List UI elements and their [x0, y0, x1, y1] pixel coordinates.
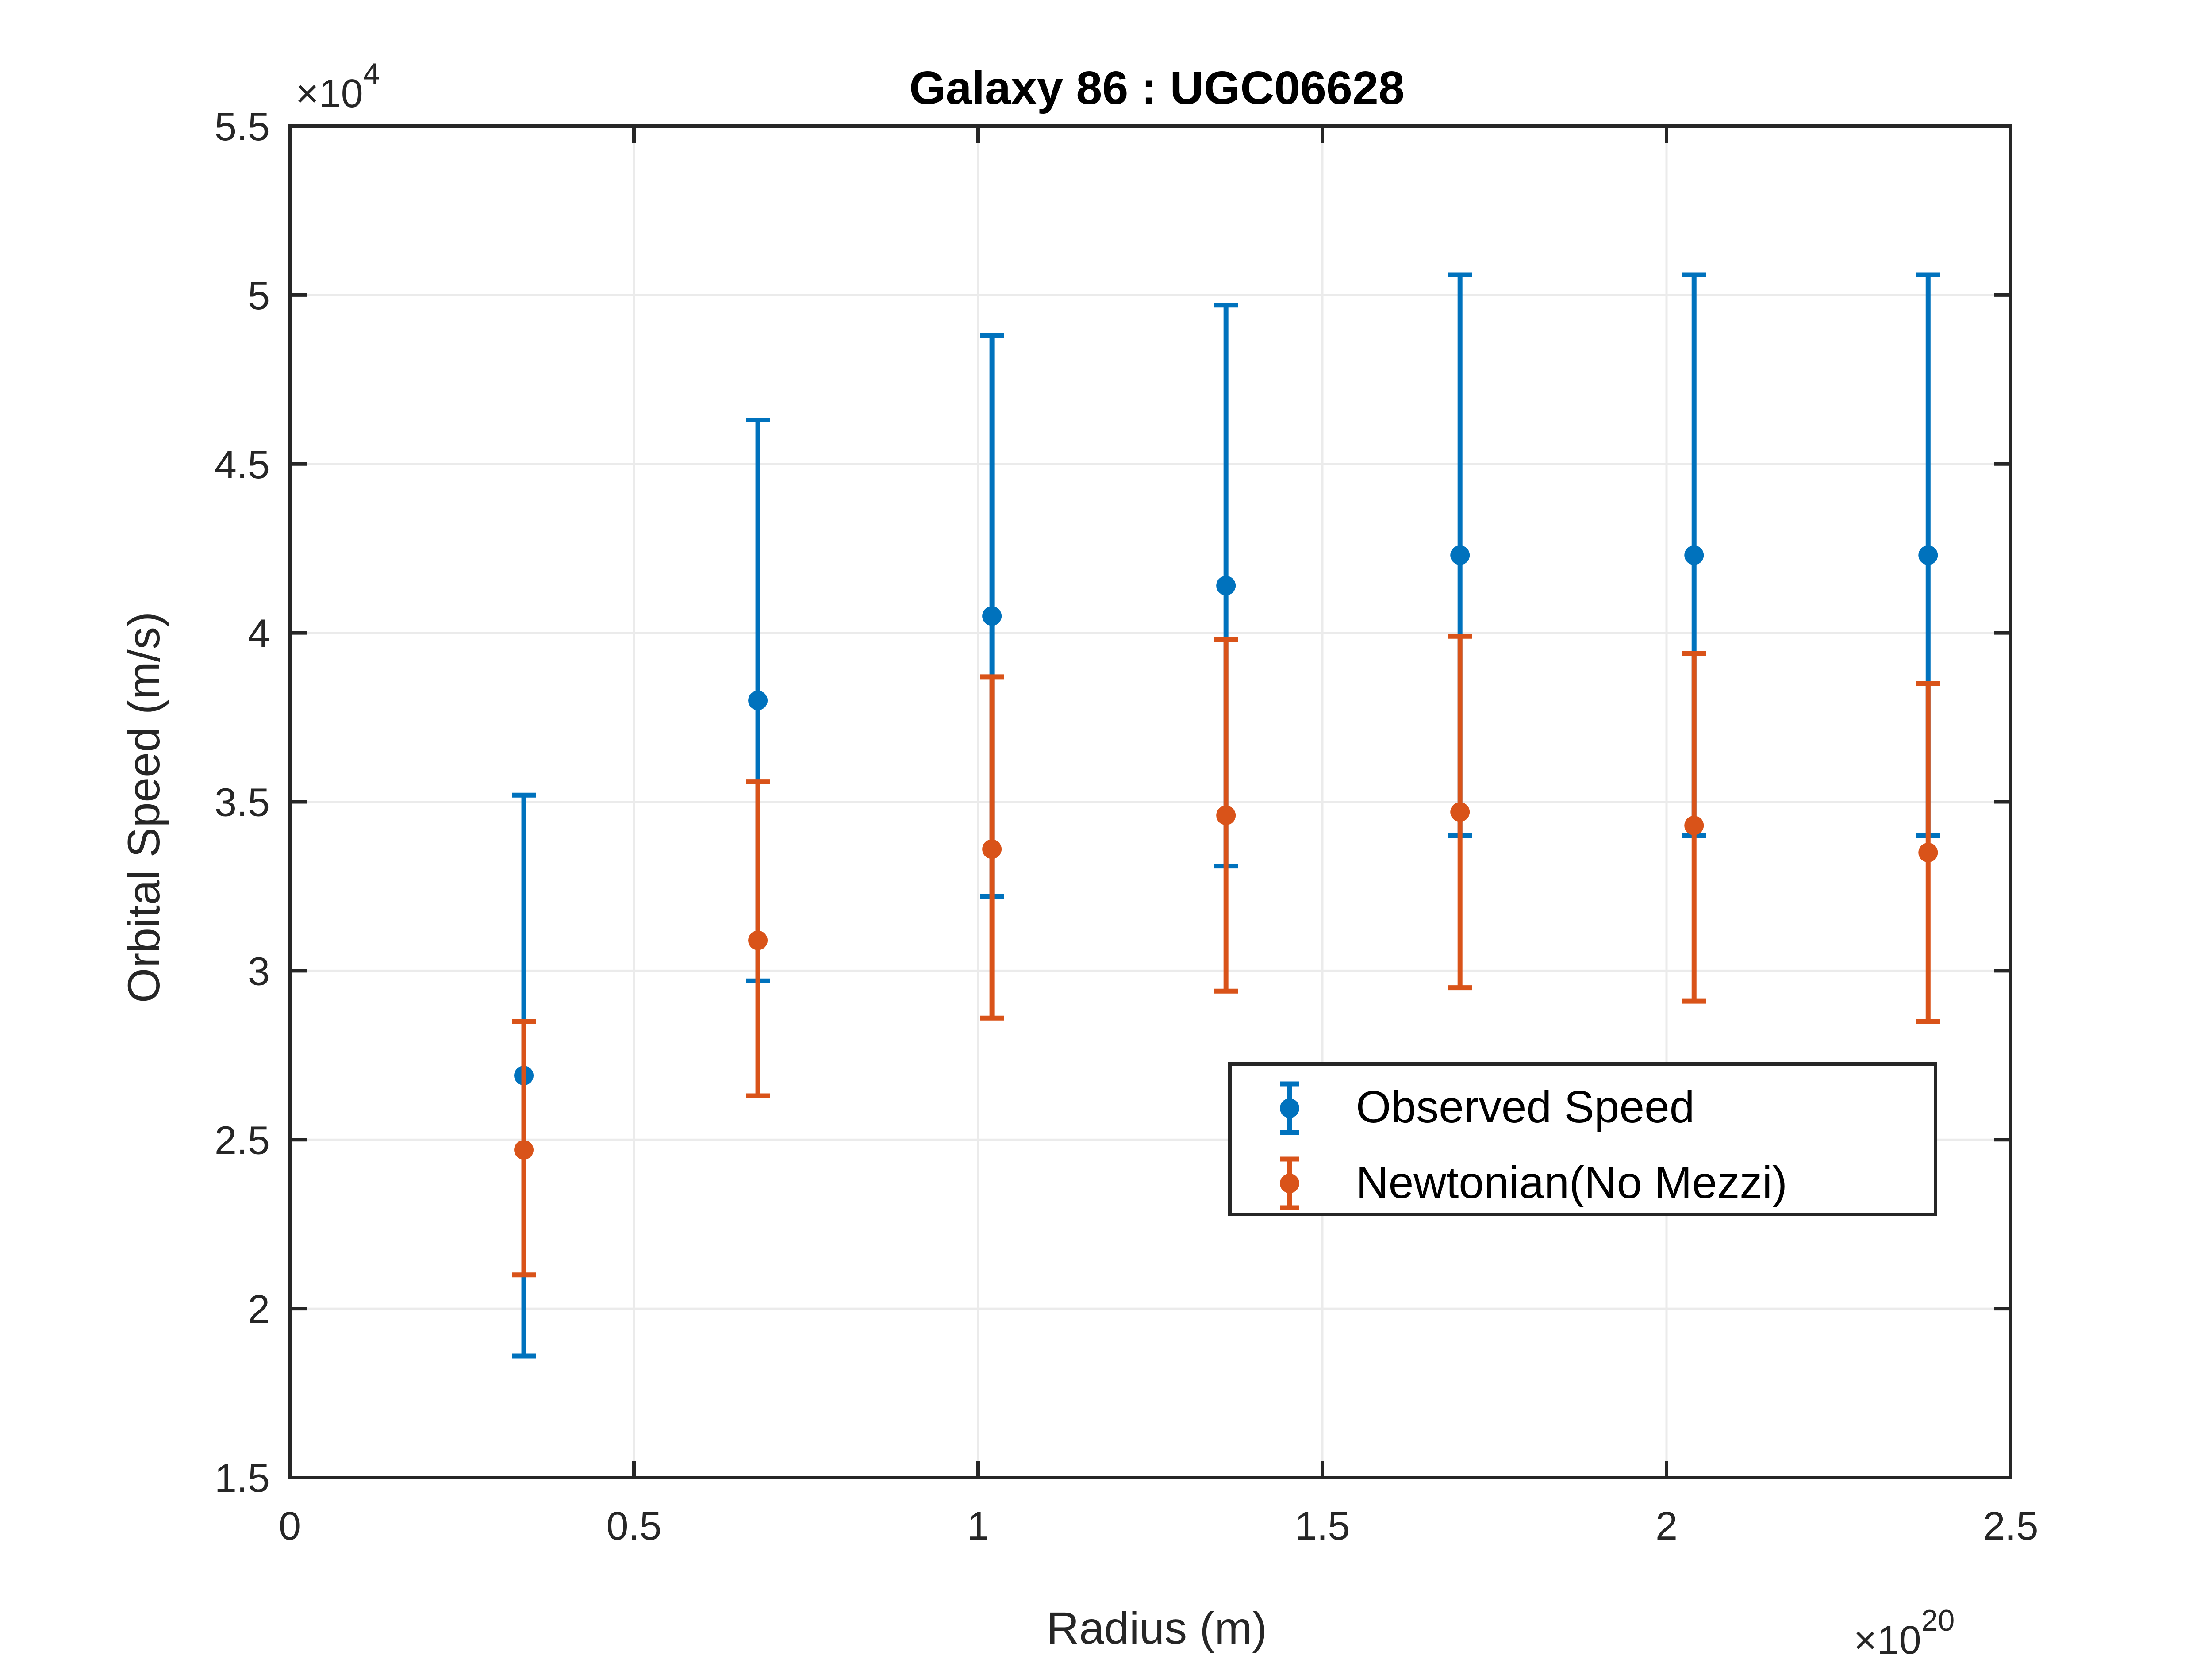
legend: Observed Speed Newtonian(No Mezzi)	[1228, 1062, 1937, 1216]
data-point	[1918, 843, 1938, 863]
x-tick-label: 0	[279, 1504, 301, 1548]
y-exponent-label: ×104	[296, 57, 380, 116]
y-tick-label: 2	[248, 1287, 270, 1332]
legend-entry-newtonian: Newtonian(No Mezzi)	[1356, 1157, 1787, 1208]
legend-entry-observed: Observed Speed	[1356, 1082, 1695, 1132]
data-point	[1216, 806, 1236, 826]
x-tick-label: 0.5	[606, 1504, 661, 1548]
grid-lines	[288, 125, 2012, 1479]
data-point	[1684, 545, 1704, 565]
data-point	[1450, 802, 1470, 822]
y-axis-label: Orbital Speed (m/s)	[119, 612, 169, 1003]
x-tick-label: 2.5	[1983, 1504, 2038, 1548]
legend-markers	[1280, 1081, 1299, 1210]
chart-title: Galaxy 86 : UGC06628	[909, 62, 1405, 114]
data-series	[512, 272, 1940, 1359]
data-point	[1918, 545, 1938, 565]
legend-box	[1228, 1062, 1937, 1216]
data-point	[1450, 545, 1470, 565]
axis-ticks: 0 0.5 1 1.5 2 2.5 1.5 2 2.5 3 3.5 4 4.5 5 5.5	[215, 105, 2039, 1548]
data-point	[1684, 815, 1704, 835]
y-tick-label: 1.5	[215, 1456, 270, 1501]
y-tick-label: 4	[248, 612, 270, 656]
data-point	[514, 1140, 534, 1160]
y-tick-label: 2.5	[215, 1118, 270, 1163]
x-exponent-label: ×1020	[1854, 1604, 1955, 1659]
x-axis-label: Radius (m)	[1047, 1603, 1267, 1653]
data-point	[748, 691, 768, 710]
data-point	[1216, 576, 1236, 595]
data-point	[748, 930, 768, 950]
y-tick-label: 5.5	[215, 105, 270, 149]
legend-marker	[1280, 1098, 1299, 1118]
y-tick-label: 5	[248, 274, 270, 318]
x-tick-label: 1.5	[1294, 1504, 1350, 1548]
series-1	[512, 634, 1940, 1278]
y-tick-label: 3.5	[215, 781, 270, 825]
y-tick-label: 3	[248, 949, 270, 994]
x-tick-label: 2	[1655, 1504, 1678, 1548]
legend-marker	[1280, 1174, 1299, 1193]
data-point	[982, 606, 1002, 626]
x-tick-label: 1	[967, 1504, 989, 1548]
y-tick-label: 4.5	[215, 443, 270, 487]
data-point	[982, 839, 1002, 859]
